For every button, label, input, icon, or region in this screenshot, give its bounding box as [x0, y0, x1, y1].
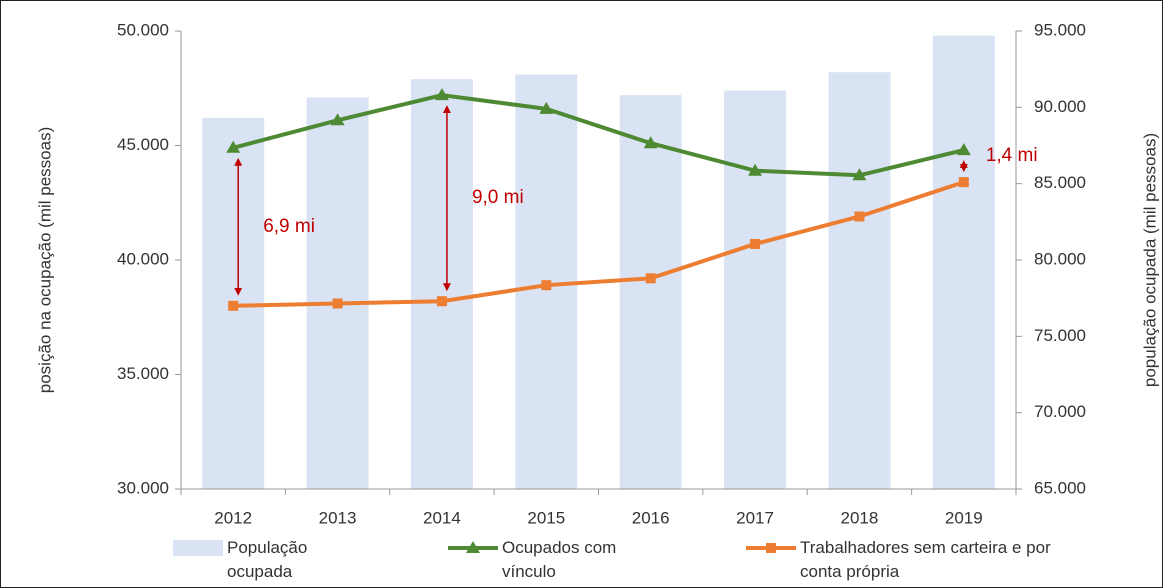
marker: [852, 168, 867, 181]
bar: [932, 35, 995, 490]
y-axis-label: posição na ocupação (mil pessoas): [35, 127, 54, 393]
marker: [750, 238, 761, 249]
marker: [226, 140, 241, 153]
legend-swatch: [746, 543, 796, 553]
marker: [748, 163, 763, 176]
y-tick-label: 40.000: [117, 249, 169, 268]
annotation: 9,0 mi: [472, 187, 524, 208]
y2-axis-label: população ocupada (mil pessoas): [1140, 133, 1159, 387]
bar: [828, 72, 891, 489]
legend-label: População ocupada: [227, 538, 308, 581]
x-tick-label: 2017: [736, 508, 774, 527]
marker: [434, 88, 449, 101]
bar: [306, 97, 369, 489]
marker: [228, 300, 239, 311]
x-tick-label: 2018: [841, 508, 879, 527]
y2-tick-label: 95.000: [1034, 20, 1086, 39]
legend-label: Ocupados com vínculo: [502, 538, 617, 581]
marker: [645, 273, 656, 284]
x-tick-label: 2016: [632, 508, 670, 527]
bar: [619, 95, 682, 490]
x-tick-label: 2013: [319, 508, 357, 527]
swatch-marker: [766, 543, 776, 553]
y2-tick-label: 65.000: [1034, 478, 1086, 497]
y2-tick-label: 75.000: [1034, 326, 1086, 345]
swatch: [173, 540, 223, 556]
bar: [724, 90, 787, 489]
legend-swatch: [173, 540, 223, 556]
marker: [436, 296, 447, 307]
swatch-marker: [466, 541, 480, 553]
x-tick-label: 2015: [527, 508, 565, 527]
x-tick-label: 2012: [214, 508, 252, 527]
y-tick-label: 35.000: [117, 364, 169, 383]
marker: [330, 113, 345, 126]
annotation: 1,4 mi: [986, 145, 1038, 166]
y2-tick-label: 70.000: [1034, 402, 1086, 421]
line: [233, 180, 965, 308]
x-tick-label: 2019: [945, 508, 983, 527]
legend-label: Trabalhadores sem carteira e por conta p…: [800, 538, 1051, 581]
bar: [410, 79, 473, 489]
legend-item: Trabalhadores sem carteira e por conta p…: [746, 536, 1076, 586]
marker: [958, 177, 969, 188]
y-tick-label: 45.000: [117, 135, 169, 154]
y2-tick-label: 80.000: [1034, 249, 1086, 268]
marker: [541, 280, 552, 291]
marker: [956, 143, 971, 156]
marker: [643, 136, 658, 149]
annotation: 6,9 mi: [263, 216, 315, 237]
marker: [539, 101, 554, 114]
marker: [854, 211, 865, 222]
legend-swatch: [448, 541, 498, 553]
y-tick-label: 50.000: [117, 20, 169, 39]
y-tick-label: 30.000: [117, 478, 169, 497]
legend-item: População ocupada: [173, 536, 363, 586]
legend-item: Ocupados com vínculo: [448, 536, 678, 586]
x-tick-label: 2014: [423, 508, 461, 527]
y2-tick-label: 85.000: [1034, 173, 1086, 192]
line: [232, 93, 965, 178]
marker: [332, 298, 343, 309]
y2-tick-label: 90.000: [1034, 97, 1086, 116]
